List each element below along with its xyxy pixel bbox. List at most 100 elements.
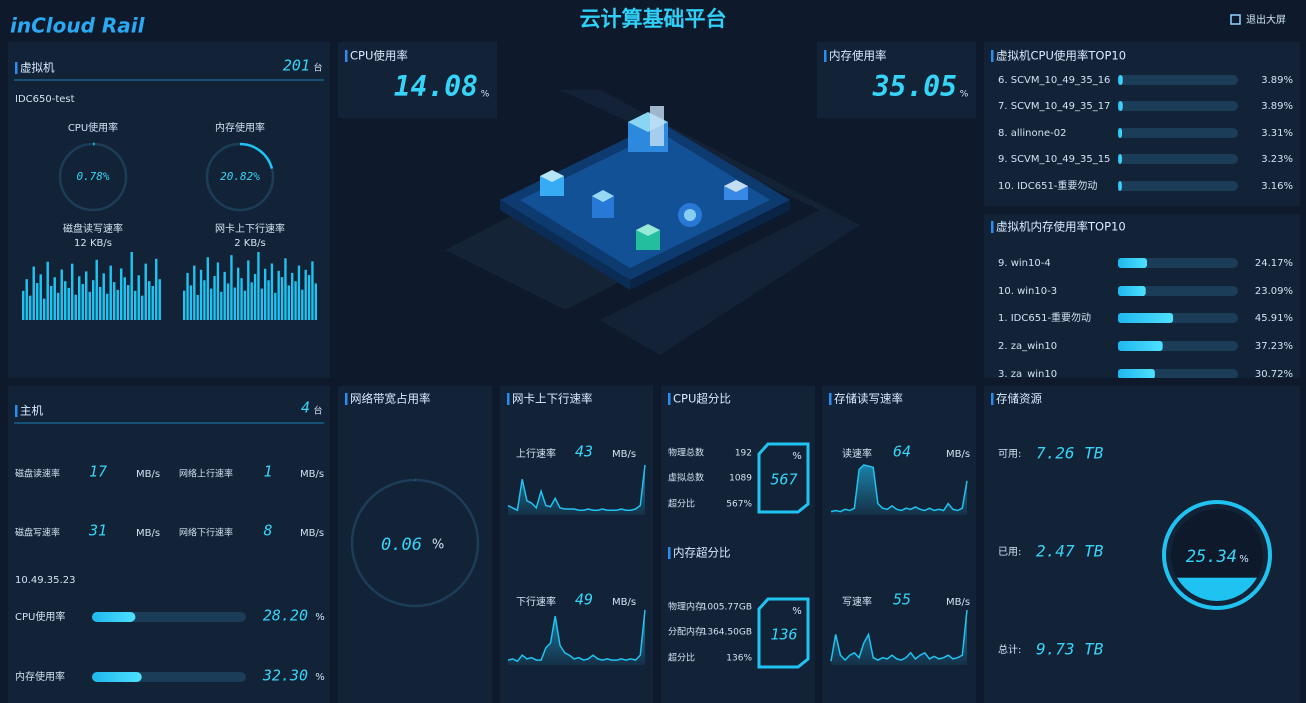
badge-unit: % [792,451,802,462]
title-marker [15,62,18,74]
spark-bar [213,276,216,320]
panel-title: 内存超分比 [673,546,731,560]
gauge-arc [205,142,275,212]
title-marker [991,393,994,405]
spark-bar [113,282,116,320]
rate-value: 12 KB/s [74,238,112,249]
spark-bar [50,286,53,320]
row-value: 192 [735,449,752,459]
row-name: 可用: [998,449,1021,460]
row-value: 37.23% [1255,341,1293,352]
panel [500,386,653,703]
spark-bar [88,291,91,320]
spark-bar [314,283,317,320]
panel-title: 虚拟机 [20,61,55,75]
title-marker [824,50,827,62]
unit: MB/s [612,449,636,460]
unit: % [481,90,490,100]
row-name: 已用: [998,547,1021,558]
storage-value: 7.26 TB [1036,444,1104,463]
spark-bar [260,288,263,320]
bar-track [1118,154,1238,164]
title-marker [507,393,510,405]
line [830,609,968,662]
panel-title: CPU使用率 [350,49,408,63]
gauge-arc [350,478,480,608]
bar-track [1118,286,1238,296]
spark-bar [223,271,226,320]
panel-title: 虚拟机内存使用率TOP10 [996,220,1126,234]
rate-value: 2 KB/s [234,238,266,249]
unit: % [432,538,444,553]
spark-bar [253,273,257,320]
rate-title: 网卡上下行速率 [215,222,285,235]
spark-bar [134,290,137,320]
row-name: 超分比 [668,498,695,510]
spark-bar [233,287,236,320]
gauge-ring [1162,500,1272,610]
spark-bar [183,290,186,320]
unit: MB/s [612,597,636,608]
unit: MB/s [300,528,324,539]
spark-bar [243,290,247,320]
series-value: 49 [575,591,593,609]
unit: % [1239,554,1249,565]
panel [338,386,492,703]
series-value: 64 [893,443,911,461]
spark-bar [203,280,206,320]
title-marker [15,405,18,417]
spark-bar [250,282,253,320]
spark-bar [60,269,63,320]
storage-value: 2.47 TB [1036,542,1104,561]
spark-bar [240,278,243,320]
panel [8,42,330,378]
area-fill [508,465,645,515]
bar [1118,341,1163,351]
row-name: 9. SCVM_10_49_35_15 [998,154,1110,165]
stat-value: 1 [263,463,272,481]
unit: % [315,672,325,683]
spark-bar [264,268,267,320]
spark-bar [141,295,144,320]
spark-bar [85,271,88,320]
gauge-value: 20.82% [220,170,260,183]
panel-title: 内存使用率 [829,49,887,63]
spark-bar [148,281,151,320]
title-marker [668,547,671,559]
spark-bar [53,277,56,320]
bar [92,612,136,622]
gauge-title: 内存使用率 [215,121,265,134]
spark-bar [158,279,161,320]
title-marker [345,393,348,405]
row-name: 物理内存 [668,601,704,613]
storage-value: 9.73 TB [1036,640,1104,659]
row-name: 3. za_win10 [998,369,1057,380]
spark-bar [57,292,60,320]
title-marker [829,393,832,405]
panel [817,42,976,118]
spark-bar [196,294,199,320]
unit: MB/s [300,469,324,480]
bar [1118,128,1122,138]
stat-name: 网络上行速率 [179,468,233,480]
bar [1118,75,1123,85]
usage-value: 25.34 [1186,547,1237,567]
line [507,609,646,663]
bar-track [1118,128,1238,138]
row-value: 45.91% [1255,313,1293,324]
spark-bar [120,268,123,320]
spark-bar [43,298,46,320]
row-value: 3.31% [1261,128,1293,139]
bar-value: 32.30 [262,667,308,685]
spark-bar [22,290,25,320]
row-name: 分配内存 [668,626,704,638]
exit-button[interactable]: 退出大屏 [1246,13,1286,26]
host-ip: 10.49.35.23 [15,575,75,586]
spark-bar [247,260,250,320]
spark-bar [287,285,290,320]
unit: 台 [313,405,322,417]
series-name: 读速率 [842,447,872,460]
spark-bar [193,265,196,320]
spark-bar [294,281,297,320]
